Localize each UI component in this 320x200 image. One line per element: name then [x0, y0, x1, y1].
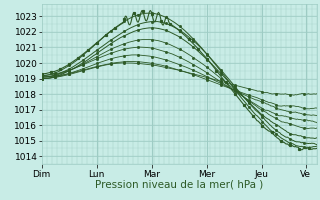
X-axis label: Pression niveau de la mer( hPa ): Pression niveau de la mer( hPa ) — [95, 180, 263, 190]
